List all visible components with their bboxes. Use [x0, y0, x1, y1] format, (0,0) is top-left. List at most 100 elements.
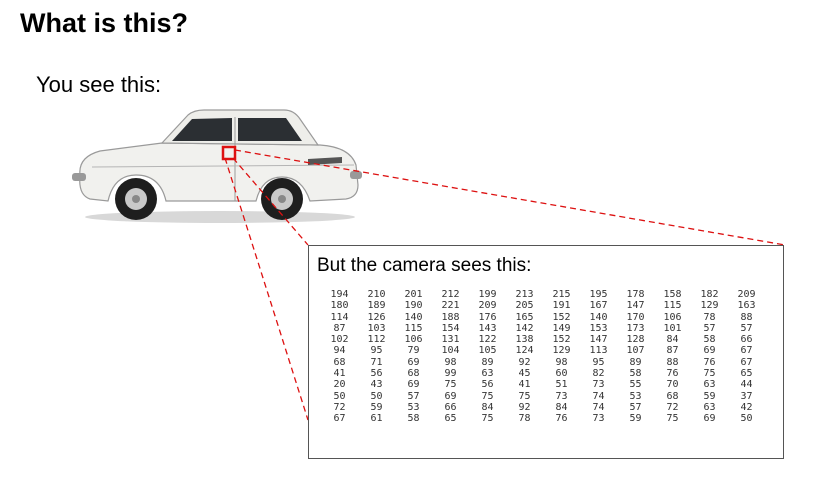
pixel-value: 68	[333, 356, 346, 368]
pixel-value: 41	[333, 368, 346, 380]
pixel-value: 50	[740, 413, 753, 425]
pixel-value: 114	[330, 311, 349, 323]
pixel-value: 95	[592, 356, 605, 368]
pixel-value: 115	[663, 300, 682, 312]
pixel-value: 103	[367, 322, 386, 334]
pixel-value: 115	[404, 322, 423, 334]
pixel-value: 66	[740, 334, 753, 346]
pixel-value: 124	[515, 345, 534, 357]
pixel-value: 173	[626, 322, 645, 334]
pixel-value: 113	[589, 345, 608, 357]
pixel-value: 98	[444, 356, 457, 368]
pixel-value: 58	[703, 334, 716, 346]
pixel-value: 57	[407, 390, 420, 402]
pixel-value: 153	[589, 322, 608, 334]
pixel-value: 44	[740, 379, 753, 391]
pixel-value: 194	[330, 289, 349, 300]
pixel-value: 50	[370, 390, 383, 402]
pixel-value: 152	[552, 311, 571, 323]
pixel-value: 79	[407, 345, 420, 357]
pixel-value: 69	[703, 413, 716, 425]
pixel-value-grid: 194 210 201 212 199 213 215 195 178 158 182 209 180 1…	[321, 289, 765, 425]
pixel-value: 147	[626, 300, 645, 312]
pixel-value: 190	[404, 300, 423, 312]
pixel-value: 170	[626, 311, 645, 323]
pixel-row: 180 189 190 221 209 205 191 167 147 115 129 163	[321, 300, 765, 311]
pixel-value: 210	[367, 289, 386, 300]
pixel-value: 45	[518, 368, 531, 380]
pixel-value: 147	[589, 334, 608, 346]
pixel-value: 69	[407, 356, 420, 368]
pixel-row: 50 50 57 69 75 75 73 74 53 68 59 37	[321, 391, 765, 402]
pixel-value: 89	[481, 356, 494, 368]
pixel-value: 205	[515, 300, 534, 312]
pixel-value: 75	[666, 413, 679, 425]
pixel-value: 67	[740, 345, 753, 357]
slide-title: What is this?	[20, 8, 188, 38]
pixel-row: 102 112 106 131 122 138 152 147 128 84 58 66	[321, 334, 765, 345]
pixel-value: 71	[370, 356, 383, 368]
pixel-value: 98	[555, 356, 568, 368]
pixel-value: 75	[481, 413, 494, 425]
pixel-value: 69	[703, 345, 716, 357]
pixel-value: 63	[703, 401, 716, 413]
pixel-value: 75	[444, 379, 457, 391]
pixel-row: 20 43 69 75 56 41 51 73 55 70 63 44	[321, 379, 765, 390]
pixel-value: 106	[404, 334, 423, 346]
pixel-value: 68	[407, 368, 420, 380]
pixel-value: 94	[333, 345, 346, 357]
pixel-value: 57	[740, 322, 753, 334]
pixel-value: 99	[444, 368, 457, 380]
pixel-value: 63	[481, 368, 494, 380]
pixel-value: 59	[370, 401, 383, 413]
pixel-value: 84	[481, 401, 494, 413]
pixel-value: 57	[629, 401, 642, 413]
pixel-value: 73	[592, 379, 605, 391]
pixel-row: 94 95 79 104 105 124 129 113 107 87 69 67	[321, 345, 765, 356]
pixel-value: 122	[478, 334, 497, 346]
pixel-value: 84	[666, 334, 679, 346]
pixel-value: 43	[370, 379, 383, 391]
pixel-value: 213	[515, 289, 534, 300]
pixel-value: 212	[441, 289, 460, 300]
pixel-value: 182	[700, 289, 719, 300]
pixel-value: 88	[666, 356, 679, 368]
pixel-value: 149	[552, 322, 571, 334]
pixel-row: 68 71 69 98 89 92 98 95 89 88 76 67	[321, 357, 765, 368]
pixel-row: 41 56 68 99 63 45 60 82 58 76 75 65	[321, 368, 765, 379]
camera-view-panel: But the camera sees this: 194 210 201 212 19…	[308, 245, 784, 459]
pixel-value: 53	[407, 401, 420, 413]
pixel-row: 87 103 115 154 143 142 149 153 173 101 57 57	[321, 323, 765, 334]
pixel-value: 129	[552, 345, 571, 357]
pixel-value: 84	[555, 401, 568, 413]
pixel-value: 143	[478, 322, 497, 334]
pixel-value: 75	[481, 390, 494, 402]
pixel-value: 70	[666, 379, 679, 391]
pixel-value: 221	[441, 300, 460, 312]
pixel-value: 74	[592, 390, 605, 402]
pixel-value: 215	[552, 289, 571, 300]
pixel-value: 67	[333, 413, 346, 425]
pixel-value: 188	[441, 311, 460, 323]
pixel-value: 82	[592, 368, 605, 380]
pixel-value: 89	[629, 356, 642, 368]
pixel-value: 138	[515, 334, 534, 346]
slide-subtitle: You see this:	[36, 72, 162, 97]
pixel-value: 88	[740, 311, 753, 323]
pixel-value: 63	[703, 379, 716, 391]
pixel-value: 59	[703, 390, 716, 402]
pixel-value: 152	[552, 334, 571, 346]
pixel-value: 61	[370, 413, 383, 425]
pixel-value: 180	[330, 300, 349, 312]
pixel-value: 163	[737, 300, 756, 312]
pixel-value: 158	[663, 289, 682, 300]
pixel-value: 67	[740, 356, 753, 368]
pixel-value: 51	[555, 379, 568, 391]
pixel-value: 57	[703, 322, 716, 334]
pixel-value: 95	[370, 345, 383, 357]
pixel-value: 199	[478, 289, 497, 300]
pixel-value: 65	[740, 368, 753, 380]
pixel-value: 106	[663, 311, 682, 323]
pixel-value: 73	[555, 390, 568, 402]
pixel-value: 73	[592, 413, 605, 425]
